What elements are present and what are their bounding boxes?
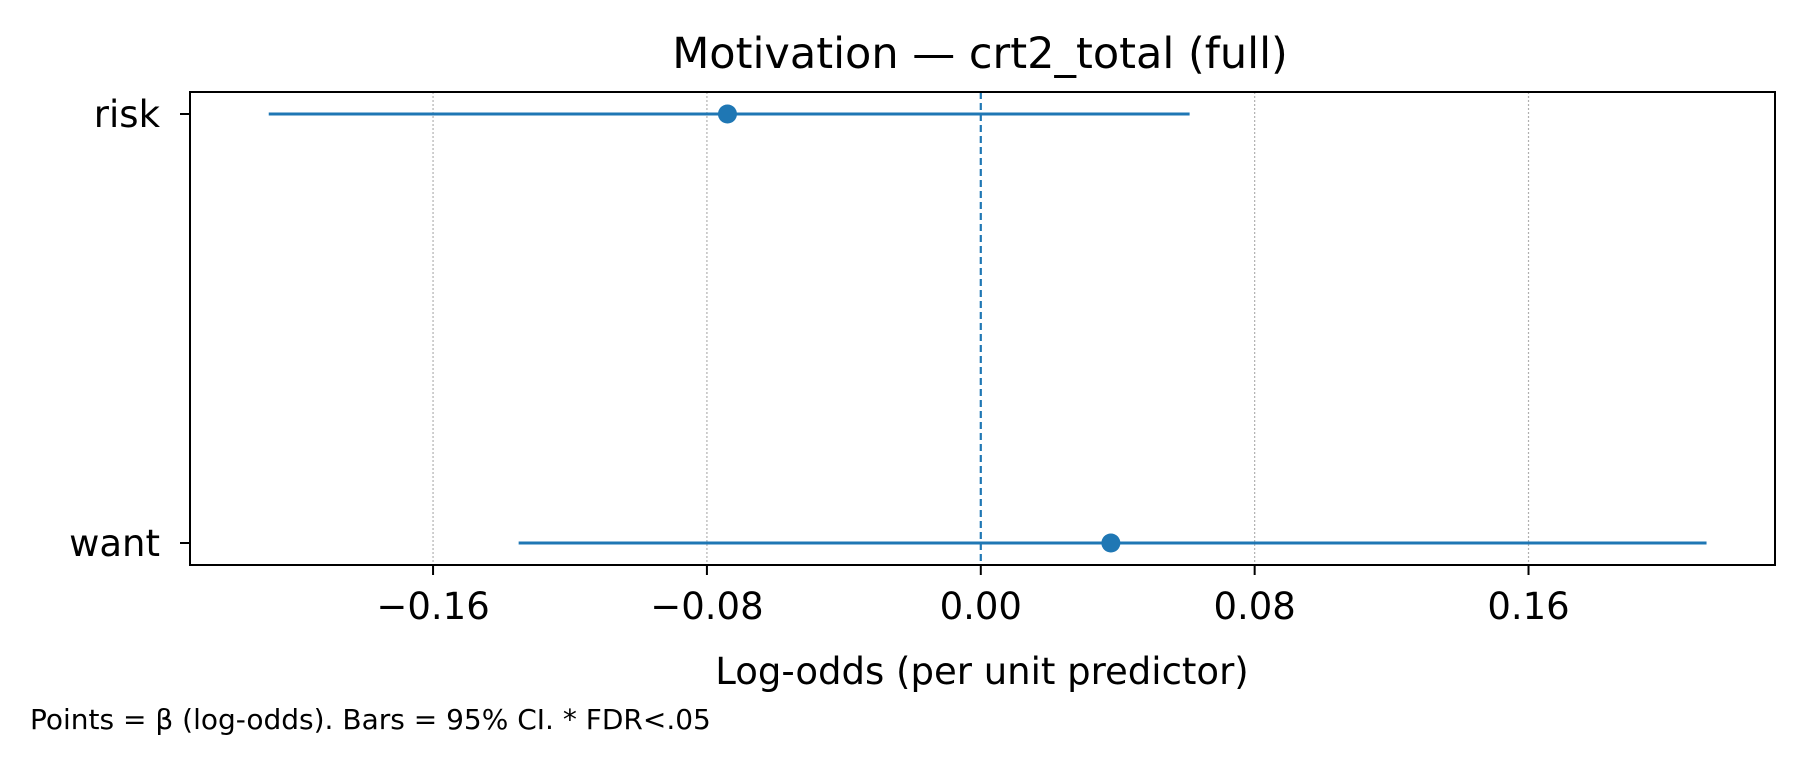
y-tick-label-want: want: [69, 522, 160, 565]
estimate-point-risk: [717, 104, 737, 124]
data-marks: [268, 104, 1707, 553]
y-tick-label-risk: risk: [94, 93, 161, 136]
chart-caption: Points = β (log-odds). Bars = 95% CI. * …: [30, 703, 711, 736]
x-tick-label: 0.08: [1213, 585, 1295, 628]
estimate-point-want: [1101, 533, 1121, 553]
chart-title: Motivation — crt2_total (full): [672, 29, 1288, 79]
x-tick-label: −0.08: [650, 585, 763, 628]
x-tick-label: 0.16: [1487, 585, 1569, 628]
x-tick-label: 0.00: [940, 585, 1022, 628]
x-tick-label: −0.16: [376, 585, 489, 628]
x-axis-label: Log-odds (per unit predictor): [715, 650, 1248, 693]
y-axis-ticks: risk want: [69, 93, 190, 565]
grid-lines: [432, 92, 1530, 565]
x-axis-ticks: −0.16 −0.08 0.00 0.08 0.16: [376, 565, 1570, 628]
plot-frame: [189, 91, 1776, 566]
